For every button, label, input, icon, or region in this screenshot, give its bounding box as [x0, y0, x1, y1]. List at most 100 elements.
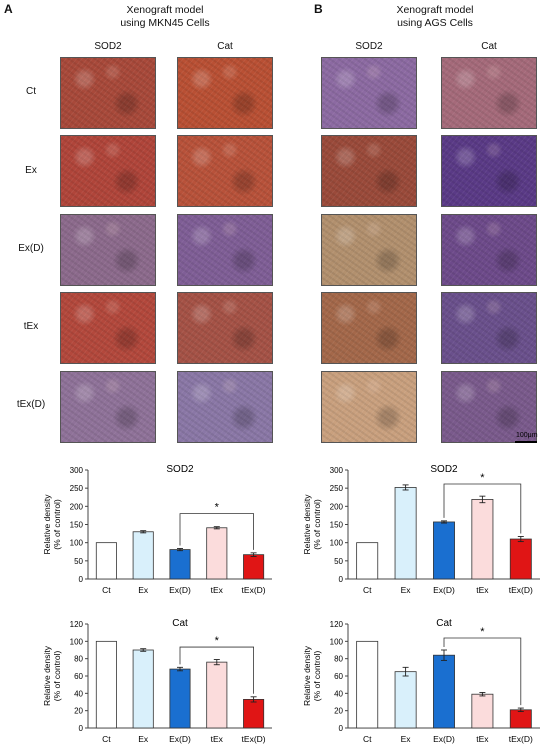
bar-ex — [132, 531, 154, 580]
y-axis-label: Relative density — [302, 645, 312, 706]
bar-texd — [243, 699, 265, 729]
chart-b-sod2: SOD2 0 50 100 150 200 250 300 Relative density (%… — [302, 464, 540, 595]
y-tick-label: 80 — [74, 655, 83, 664]
histology-image-a-cat-3 — [177, 214, 273, 286]
bar-tex — [206, 661, 228, 729]
significance-star: * — [215, 502, 220, 514]
bar-exd — [433, 521, 455, 580]
histology-image-b-sod2-5 — [321, 371, 417, 443]
histology-image-b-sod2-4 — [321, 292, 417, 364]
x-tick-label: Ex(D) — [433, 734, 455, 744]
y-axis-label: Relative density — [42, 645, 52, 706]
histology-image-b-cat-2 — [441, 135, 537, 207]
x-tick-label: Ex(D) — [169, 734, 191, 744]
y-tick-label: 20 — [74, 707, 83, 716]
y-tick-label: 0 — [339, 575, 344, 584]
y-tick-label: 60 — [334, 672, 343, 681]
row-label-texd: tEx(D) — [16, 399, 46, 410]
y-tick-label: 150 — [330, 521, 344, 530]
y-axis-label: (% of control) — [52, 651, 62, 702]
significance-bracket — [443, 637, 522, 706]
significance-bracket — [443, 483, 522, 534]
chart-a-sod2: SOD2 0 50 100 150 200 250 300 Relative density (%… — [42, 464, 272, 595]
y-tick-label: 250 — [70, 484, 84, 493]
panel-a-title-line1: Xenograft model — [126, 4, 204, 16]
x-tick-label: Ct — [363, 585, 372, 595]
bar-ex — [394, 487, 417, 580]
scale-bar-label: 100μm — [516, 432, 538, 439]
x-tick-label: tEx — [211, 734, 224, 744]
chart-a-cat: Cat 0 20 40 60 80 100 120 Relative density (% of … — [42, 618, 272, 744]
histology-image-a-sod2-3 — [60, 214, 156, 286]
histology-image-a-cat-1 — [177, 57, 273, 129]
histology-image-b-cat-3 — [441, 214, 537, 286]
histology-image-b-sod2-1 — [321, 57, 417, 129]
panel-a-title: Xenograft model using MKN45 Cells — [60, 4, 270, 30]
x-tick-label: Ex — [401, 585, 412, 595]
x-tick-label: Ex — [138, 585, 149, 595]
x-tick-label: tEx(D) — [509, 585, 533, 595]
row-label-tex: tEx — [23, 321, 39, 332]
x-tick-label: Ct — [363, 734, 372, 744]
x-tick-label: tEx — [476, 734, 489, 744]
y-axis-label: (% of control) — [312, 651, 322, 702]
col-header-b-cat: Cat — [481, 41, 497, 52]
histology-image-a-sod2-2 — [60, 135, 156, 207]
panel-b-title-line2: using AGS Cells — [397, 17, 473, 29]
bar-tex — [206, 527, 228, 580]
y-tick-label: 250 — [330, 484, 344, 493]
significance-star: * — [215, 635, 220, 647]
y-tick-label: 0 — [79, 575, 84, 584]
histology-image-b-cat-5 — [441, 371, 537, 443]
col-header-a-cat: Cat — [217, 41, 233, 52]
bar-ct — [95, 542, 117, 580]
bar-ct — [95, 640, 117, 729]
bar-ex — [132, 649, 154, 729]
bar-ct — [356, 542, 379, 580]
y-tick-label: 80 — [334, 655, 343, 664]
bar-exd — [433, 654, 455, 729]
chart-b-cat: Cat 0 20 40 60 80 100 120 Relative density (% of … — [302, 618, 540, 744]
chart-title: SOD2 — [166, 464, 194, 475]
significance-bracket — [179, 513, 255, 550]
panel-b-title-line1: Xenograft model — [396, 4, 474, 16]
chart-title: Cat — [436, 618, 452, 629]
panel-a-title-line2: using MKN45 Cells — [120, 17, 210, 29]
bar-ct — [356, 640, 379, 729]
panel-letter-b: B — [314, 2, 323, 16]
bar-texd — [243, 554, 265, 580]
chart-title: SOD2 — [430, 464, 458, 475]
significance-star: * — [480, 626, 485, 638]
y-tick-label: 100 — [330, 637, 344, 646]
y-axis-label: (% of control) — [312, 499, 322, 550]
bar-exd — [169, 668, 191, 729]
x-tick-label: Ex — [401, 734, 412, 744]
y-tick-label: 50 — [334, 557, 343, 566]
bar-exd — [169, 549, 191, 580]
significance-star: * — [480, 472, 485, 484]
row-label-exd: Ex(D) — [18, 243, 44, 254]
x-tick-label: tEx(D) — [242, 585, 266, 595]
y-tick-label: 120 — [70, 620, 84, 629]
bar-texd — [509, 538, 532, 580]
x-tick-label: Ex — [138, 734, 149, 744]
y-tick-label: 0 — [79, 724, 84, 733]
y-tick-label: 300 — [70, 466, 84, 475]
y-tick-label: 120 — [330, 620, 344, 629]
histology-image-b-sod2-2 — [321, 135, 417, 207]
x-tick-label: tEx(D) — [509, 734, 533, 744]
significance-bracket — [179, 646, 255, 694]
histology-image-a-cat-4 — [177, 292, 273, 364]
col-header-b-sod2: SOD2 — [355, 41, 383, 52]
chart-title: Cat — [172, 618, 188, 629]
y-tick-label: 50 — [74, 557, 83, 566]
y-tick-label: 40 — [334, 689, 343, 698]
histology-image-b-cat-1 — [441, 57, 537, 129]
histology-image-a-sod2-5 — [60, 371, 156, 443]
y-tick-label: 200 — [70, 502, 84, 511]
histology-image-b-sod2-3 — [321, 214, 417, 286]
scale-bar — [515, 441, 537, 443]
bar-tex — [471, 499, 494, 580]
histology-image-a-sod2-4 — [60, 292, 156, 364]
x-tick-label: tEx(D) — [242, 734, 266, 744]
